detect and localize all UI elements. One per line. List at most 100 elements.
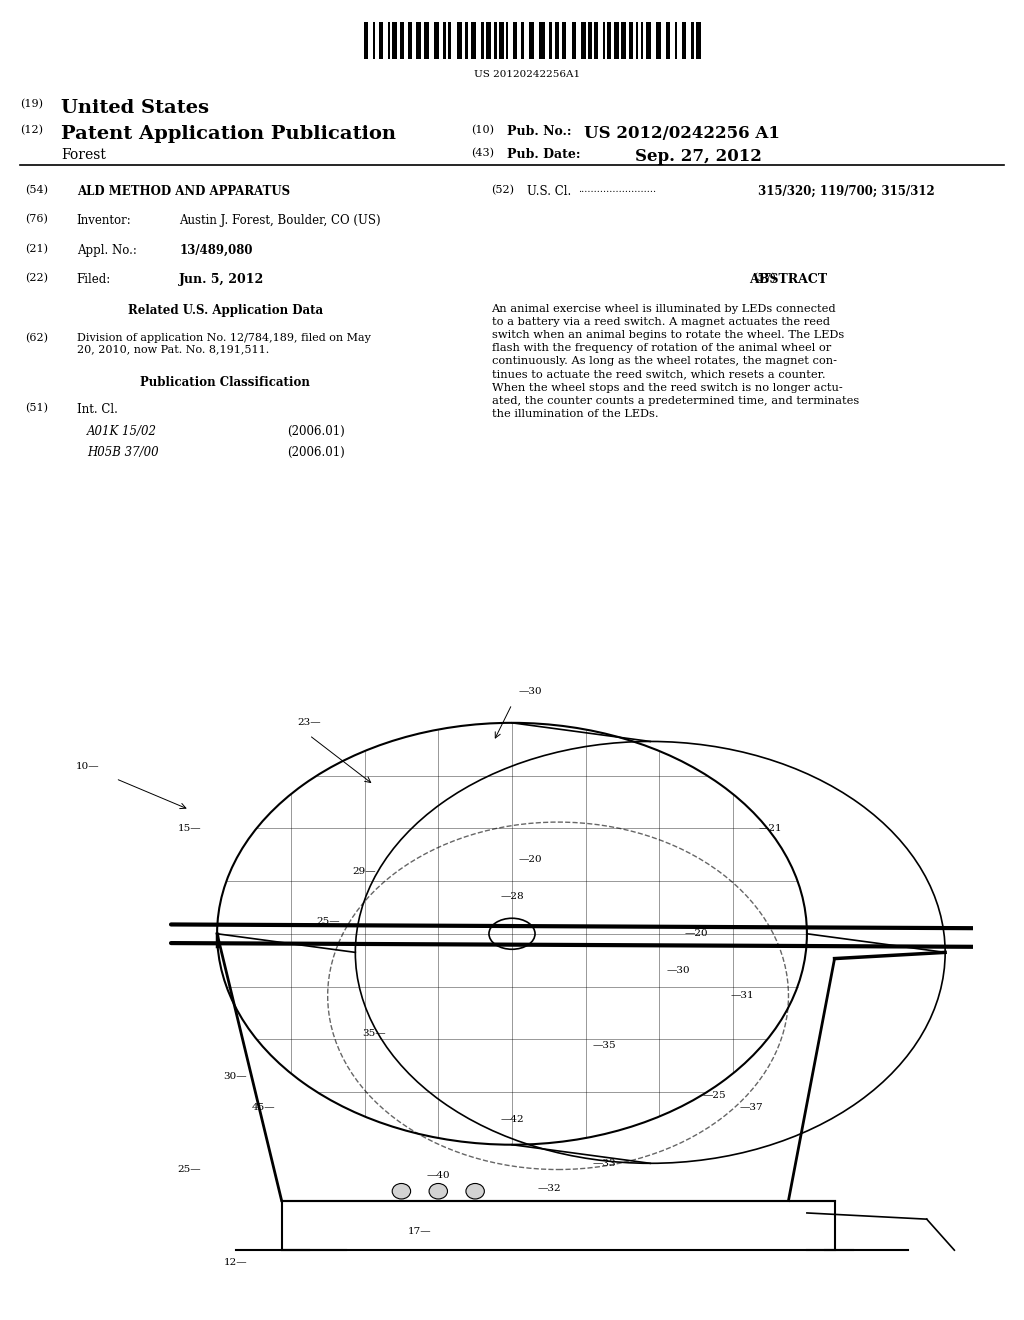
Text: H05B 37/00: H05B 37/00 [87,446,159,459]
Bar [481,22,483,59]
Bar [562,22,566,59]
Bar [622,22,627,59]
Bar [494,22,497,59]
Bar [594,22,598,59]
Text: 10—: 10— [76,762,100,771]
Text: 315/320; 119/700; 315/312: 315/320; 119/700; 315/312 [758,185,935,198]
Text: —25: —25 [702,1090,727,1100]
Text: Pub. No.:: Pub. No.: [507,125,571,139]
Bar [581,22,586,59]
Bar [506,22,508,59]
Bar [606,22,611,59]
Ellipse shape [429,1184,447,1199]
Text: (21): (21) [26,244,48,255]
Text: (57): (57) [753,273,775,284]
Bar [392,22,396,59]
Bar [471,22,476,59]
Text: (43): (43) [471,148,494,158]
Text: 29—: 29— [352,867,377,876]
Bar [379,22,383,59]
Text: Pub. Date:: Pub. Date: [507,148,581,161]
Bar [641,22,643,59]
Text: —30: —30 [518,688,543,697]
Text: 35—: 35— [361,1028,386,1038]
Bar [521,22,524,59]
Text: —37: —37 [739,1104,764,1111]
Text: 25—: 25— [315,917,340,925]
Text: U.S. Cl.: U.S. Cl. [527,185,571,198]
Text: —35: —35 [592,1041,616,1049]
Text: 17—: 17— [408,1228,432,1236]
Text: —30: —30 [666,966,690,975]
Bar [630,22,633,59]
Text: A01K 15/02: A01K 15/02 [87,425,157,438]
Text: (19): (19) [20,99,43,110]
Text: Publication Classification: Publication Classification [140,376,310,389]
Text: 25—: 25— [177,1166,202,1173]
Text: —20: —20 [518,855,543,863]
Bar [614,22,620,59]
Bar [682,22,686,59]
Text: Appl. No.:: Appl. No.: [77,244,136,257]
Text: 12—: 12— [223,1258,248,1267]
Bar [434,22,439,59]
Bar [443,22,446,59]
Text: (2006.01): (2006.01) [287,425,344,438]
Text: Forest: Forest [61,148,106,162]
Bar [364,22,368,59]
Text: —21: —21 [758,824,782,833]
Bar [588,22,592,59]
Bar [282,1201,835,1250]
Bar [690,22,693,59]
Text: US 20120242256A1: US 20120242256A1 [474,70,581,79]
Text: United States: United States [61,99,210,117]
Text: —31: —31 [730,991,755,1001]
Bar [636,22,638,59]
Text: Patent Application Publication: Patent Application Publication [61,125,396,144]
Bar [399,22,403,59]
Text: Related U.S. Application Data: Related U.S. Application Data [128,304,323,317]
Bar [656,22,660,59]
Bar [417,22,422,59]
Text: —20: —20 [684,929,709,939]
Bar [499,22,504,59]
Bar [571,22,575,59]
Bar [646,22,651,59]
Text: ALD METHOD AND APPARATUS: ALD METHOD AND APPARATUS [77,185,290,198]
Bar [449,22,452,59]
Text: (2006.01): (2006.01) [287,446,344,459]
Text: Filed:: Filed: [77,273,111,286]
Text: Austin J. Forest, Boulder, CO (US): Austin J. Forest, Boulder, CO (US) [179,214,381,227]
Bar [513,22,517,59]
Text: (10): (10) [471,125,494,136]
Bar [408,22,413,59]
Text: Sep. 27, 2012: Sep. 27, 2012 [635,148,762,165]
Ellipse shape [489,919,536,949]
Text: .........................: ......................... [579,185,656,194]
Text: 13/489,080: 13/489,080 [179,244,253,257]
Text: (62): (62) [26,333,48,343]
Text: —40: —40 [426,1171,451,1180]
Text: —32: —32 [537,1184,561,1193]
Bar [695,22,700,59]
Text: Inventor:: Inventor: [77,214,131,227]
Bar [424,22,429,59]
Bar [457,22,462,59]
Ellipse shape [392,1184,411,1199]
Text: (52): (52) [492,185,514,195]
Text: —28: —28 [500,892,524,902]
Bar [485,22,490,59]
Text: —33: —33 [592,1159,616,1168]
Text: 23—: 23— [297,718,322,727]
Text: Jun. 5, 2012: Jun. 5, 2012 [179,273,264,286]
Text: (54): (54) [26,185,48,195]
Bar [465,22,468,59]
Bar [529,22,535,59]
Bar [540,22,545,59]
Ellipse shape [466,1184,484,1199]
Text: Int. Cl.: Int. Cl. [77,403,118,416]
Text: 15—: 15— [177,824,202,833]
Text: 30—: 30— [223,1072,248,1081]
Text: (51): (51) [26,403,48,413]
Text: 45—: 45— [251,1104,275,1111]
